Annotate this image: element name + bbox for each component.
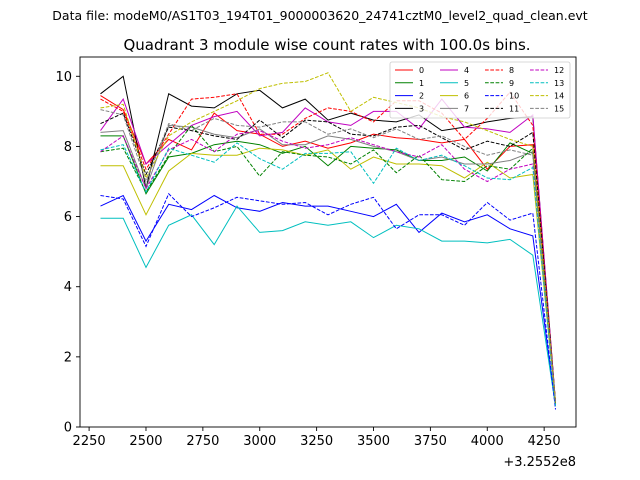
legend-label-7: 7: [464, 104, 469, 113]
x-tick-label: 4000: [471, 434, 504, 449]
legend-label-3: 3: [419, 104, 424, 113]
y-tick-label: 2: [64, 350, 72, 365]
x-tick-label: 3750: [414, 434, 447, 449]
legend-label-5: 5: [464, 79, 469, 88]
legend-label-1: 1: [419, 79, 424, 88]
series-line-15: [100, 109, 556, 403]
x-tick-label: 2750: [186, 434, 219, 449]
series-line-13: [100, 142, 556, 407]
series-line-14: [100, 72, 556, 403]
series-line-7: [100, 124, 556, 405]
x-axis-offset-label: +3.2552e8: [503, 455, 576, 470]
legend-label-15: 15: [554, 104, 564, 113]
x-tick-label: 3500: [357, 434, 390, 449]
legend-label-9: 9: [509, 79, 514, 88]
y-tick-label: 0: [64, 421, 72, 436]
series-line-9: [100, 124, 556, 405]
series-line-8: [100, 91, 556, 403]
legend-label-12: 12: [554, 66, 564, 75]
series-line-5: [100, 205, 556, 407]
x-tick-label: 2500: [129, 434, 162, 449]
series-line-6: [100, 147, 556, 405]
legend-label-11: 11: [509, 104, 519, 113]
y-tick-label: 6: [64, 210, 72, 225]
y-tick-label: 10: [55, 70, 72, 85]
series-line-3: [100, 75, 556, 403]
legend-label-10: 10: [509, 92, 519, 101]
x-tick-label: 2250: [73, 434, 106, 449]
legend-label-8: 8: [509, 66, 514, 75]
series-line-12: [100, 130, 556, 405]
figure-suptitle: Data file: modeM0/AS1T03_194T01_90000036…: [52, 8, 587, 23]
x-tick-label: 3250: [300, 434, 333, 449]
series-line-10: [100, 192, 556, 410]
legend-label-14: 14: [554, 92, 564, 101]
series-line-1: [100, 135, 556, 405]
x-tick-label: 3000: [243, 434, 276, 449]
legend-label-2: 2: [419, 92, 424, 101]
legend-label-13: 13: [554, 79, 564, 88]
legend-label-6: 6: [464, 92, 469, 101]
legend-label-0: 0: [419, 66, 424, 75]
legend-box: [389, 61, 571, 119]
axes-frame: [79, 56, 577, 428]
series-line-4: [100, 98, 556, 403]
x-tick-label: 4250: [528, 434, 561, 449]
series-line-11: [100, 112, 556, 403]
plot-area: 2250 2500 2750 3000 3250 3500 3750 4000 42500246…: [55, 56, 577, 449]
legend-label-4: 4: [464, 66, 469, 75]
chart-title: Quadrant 3 module wise count rates with …: [123, 36, 530, 54]
series-line-0: [100, 95, 556, 403]
series-line-2: [100, 194, 556, 407]
y-tick-label: 4: [64, 280, 72, 295]
y-tick-label: 8: [64, 140, 72, 155]
